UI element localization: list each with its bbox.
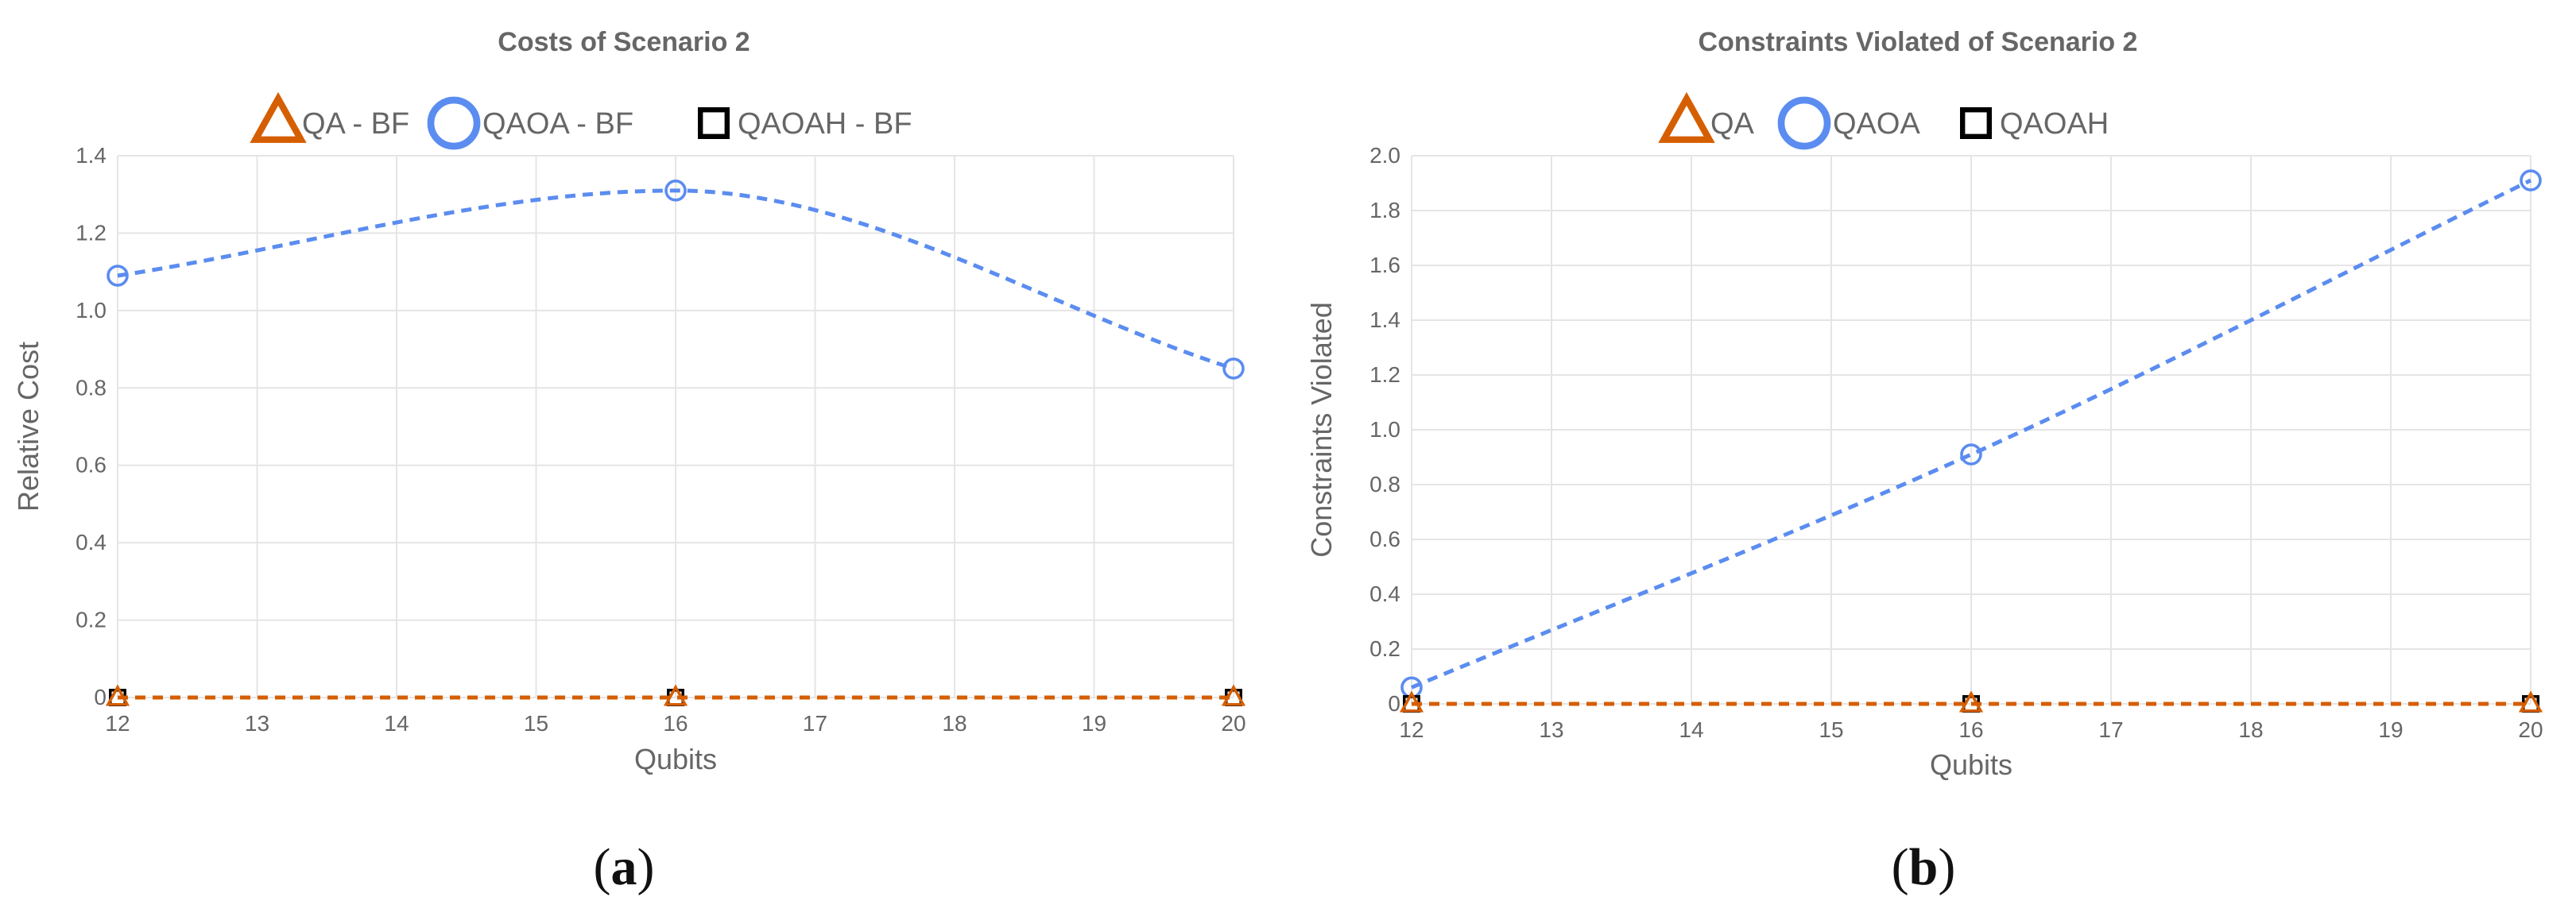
y-tick-label: 0 <box>94 685 107 709</box>
y-axis-title: Constraints Violated <box>1305 302 1338 558</box>
caption-paren-open: ( <box>1892 838 1909 896</box>
data-point <box>1221 684 1246 706</box>
data-point <box>663 684 688 706</box>
legend-label: QA - BF <box>302 107 409 141</box>
caption-paren-close: ) <box>637 838 655 896</box>
y-tick-label: 1.8 <box>1369 198 1400 222</box>
caption-paren-open: ( <box>594 838 611 896</box>
data-point <box>105 684 130 706</box>
y-tick-label: 0 <box>1388 691 1400 716</box>
x-axis-title: Qubits <box>1930 748 2012 781</box>
legend-item-qa[interactable]: QA <box>1658 91 1755 143</box>
legend-item-qaoah[interactable]: QAOAH <box>1959 106 2109 141</box>
x-tick-label: 14 <box>1679 717 1703 742</box>
legend-item-qaoah-bf[interactable]: QAOAH - BF <box>698 106 912 141</box>
legend-item-qaoa-bf[interactable]: QAOA - BF <box>427 96 633 150</box>
x-tick-label: 13 <box>245 711 269 736</box>
legend-label: QAOAH - BF <box>738 107 912 141</box>
legend-label: QA <box>1710 107 1755 141</box>
y-tick-label: 0.8 <box>1369 472 1400 497</box>
gridlines <box>117 155 1234 698</box>
gridlines <box>1411 155 2531 705</box>
data-point <box>664 180 687 202</box>
x-tick-label: 18 <box>2238 717 2263 742</box>
legend-item-qaoa[interactable]: QAOA <box>1777 96 1920 150</box>
x-tick-label: 12 <box>1399 717 1424 742</box>
x-tick-label: 17 <box>803 711 827 736</box>
square-icon <box>1959 106 1992 139</box>
y-tick-label: 2.0 <box>1369 143 1400 168</box>
data-point <box>1222 358 1245 380</box>
x-tick-label: 12 <box>105 711 130 736</box>
legend: QA QAOA QAOAH <box>1658 91 2109 150</box>
panel-caption: (a) <box>594 838 655 896</box>
data-point <box>1960 443 1982 466</box>
y-tick-label: 0.2 <box>76 608 107 632</box>
data-point <box>2520 169 2542 191</box>
x-tick-label: 16 <box>663 711 688 736</box>
chart-title: Costs of Scenario 2 <box>498 27 750 57</box>
x-tick-label: 14 <box>384 711 409 736</box>
data-point <box>107 265 129 287</box>
caption-letter: b <box>1909 838 1939 896</box>
x-tick-label: 17 <box>2098 717 2123 742</box>
y-tick-label: 1.2 <box>1369 362 1400 387</box>
legend-label: QAOAH <box>2000 107 2109 141</box>
y-tick-label: 0.4 <box>1369 582 1400 606</box>
series-line <box>1411 178 2532 690</box>
x-axis-title: Qubits <box>634 743 717 775</box>
y-tick-label: 1.6 <box>1369 253 1400 277</box>
panel-caption: (b) <box>1892 838 1956 896</box>
caption-paren-close: ) <box>1938 838 1955 896</box>
y-tick-label: 1.2 <box>76 220 107 245</box>
series-qaoa-bf <box>107 180 1245 380</box>
x-tick-label: 15 <box>524 711 548 736</box>
y-tick-label: 0.4 <box>76 530 107 555</box>
data-point <box>1958 690 1984 713</box>
tick-labels: 0 0.2 0.4 0.6 0.8 1.0 1.2 1.4 1.6 1.8 2.0 12 13 14 15 1… <box>1369 143 2543 742</box>
x-tick-label: 15 <box>1819 717 1843 742</box>
y-tick-label: 0.6 <box>1369 527 1400 551</box>
legend: QA - BF QAOA - BF QAOAH - BF <box>250 91 912 150</box>
y-tick-label: 0.8 <box>76 375 107 400</box>
circle-icon <box>427 96 481 150</box>
y-tick-label: 1.4 <box>1369 307 1400 332</box>
x-tick-label: 18 <box>942 711 966 736</box>
legend-label: QAOA <box>1833 107 1920 141</box>
chart-title: Constraints Violated of Scenario 2 <box>1699 27 2138 57</box>
circle-icon <box>1777 96 1831 150</box>
y-tick-label: 1.4 <box>76 143 107 168</box>
square-icon <box>698 106 730 139</box>
legend-label: QAOA - BF <box>482 107 633 141</box>
series-qa <box>1399 690 2543 713</box>
x-tick-label: 13 <box>1539 717 1563 742</box>
triangle-icon <box>1658 91 1715 143</box>
x-tick-label: 20 <box>1221 711 1245 736</box>
data-point <box>2518 690 2543 713</box>
chart-2: Constraints Violated of Scenario 2 0 0.2 0.… <box>1305 27 2543 896</box>
y-tick-label: 1.0 <box>76 298 107 323</box>
tick-labels: 0 0.2 0.4 0.6 0.8 1.0 1.2 1.4 12 13 14 15 16 17 18 19 20 <box>76 143 1246 736</box>
y-tick-label: 1.0 <box>1369 417 1400 442</box>
data-point <box>1399 690 1424 713</box>
y-axis-title: Relative Cost <box>12 342 45 512</box>
x-tick-label: 19 <box>1082 711 1106 736</box>
triangle-icon <box>250 91 307 143</box>
series-qa-bf <box>105 684 1246 706</box>
y-tick-label: 0.2 <box>1369 636 1400 661</box>
legend-item-qa-bf[interactable]: QA - BF <box>250 91 409 143</box>
chart-1: Costs of Scenario 2 0 0.2 0.4 0.6 0.8 1.0 1.2 1.… <box>12 27 1246 896</box>
x-tick-label: 20 <box>2518 717 2543 742</box>
y-tick-label: 0.6 <box>76 453 107 477</box>
caption-letter: a <box>611 838 637 896</box>
x-tick-label: 19 <box>2378 717 2403 742</box>
series-line <box>117 188 1234 371</box>
x-tick-label: 16 <box>1958 717 1983 742</box>
